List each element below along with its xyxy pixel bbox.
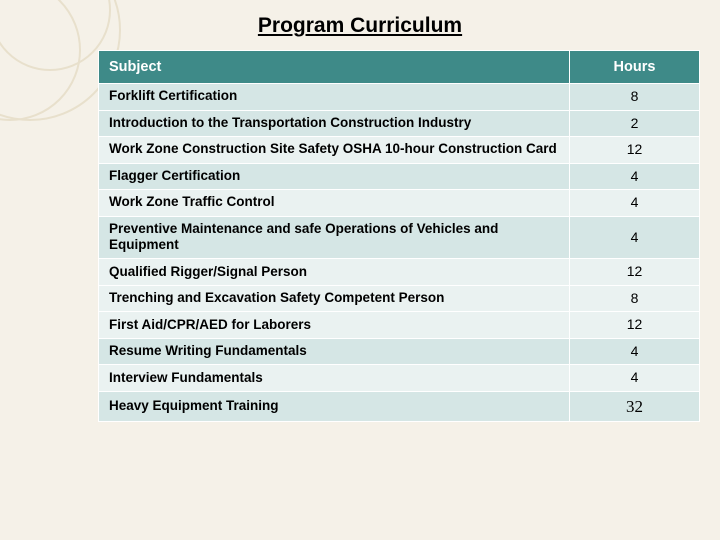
subject-cell: Flagger Certification — [99, 163, 570, 190]
table-header-row: Subject Hours — [99, 51, 700, 84]
subject-cell: Qualified Rigger/Signal Person — [99, 259, 570, 286]
table-row: Heavy Equipment Training32 — [99, 391, 700, 421]
table-row: Interview Fundamentals4 — [99, 365, 700, 392]
table-row: Resume Writing Fundamentals4 — [99, 338, 700, 365]
table-row: Flagger Certification4 — [99, 163, 700, 190]
hours-cell: 8 — [570, 285, 700, 312]
header-subject: Subject — [99, 51, 570, 84]
table-row: Work Zone Construction Site Safety OSHA … — [99, 137, 700, 164]
table-row: Introduction to the Transportation Const… — [99, 110, 700, 137]
hours-cell: 4 — [570, 338, 700, 365]
subject-cell: Trenching and Excavation Safety Competen… — [99, 285, 570, 312]
hours-cell: 4 — [570, 163, 700, 190]
hours-cell: 12 — [570, 259, 700, 286]
hours-cell: 4 — [570, 190, 700, 217]
table-row: Trenching and Excavation Safety Competen… — [99, 285, 700, 312]
subject-cell: Work Zone Construction Site Safety OSHA … — [99, 137, 570, 164]
hours-cell: 8 — [570, 84, 700, 111]
hours-cell: 32 — [570, 391, 700, 421]
table-row: Work Zone Traffic Control4 — [99, 190, 700, 217]
subject-cell: Heavy Equipment Training — [99, 391, 570, 421]
subject-cell: Forklift Certification — [99, 84, 570, 111]
subject-cell: Resume Writing Fundamentals — [99, 338, 570, 365]
page-title: Program Curriculum — [0, 0, 720, 50]
table-row: Preventive Maintenance and safe Operatio… — [99, 216, 700, 259]
table-row: First Aid/CPR/AED for Laborers12 — [99, 312, 700, 339]
table-row: Forklift Certification8 — [99, 84, 700, 111]
hours-cell: 4 — [570, 216, 700, 259]
hours-cell: 2 — [570, 110, 700, 137]
table-row: Qualified Rigger/Signal Person12 — [99, 259, 700, 286]
hours-cell: 4 — [570, 365, 700, 392]
subject-cell: Introduction to the Transportation Const… — [99, 110, 570, 137]
subject-cell: Interview Fundamentals — [99, 365, 570, 392]
header-hours: Hours — [570, 51, 700, 84]
subject-cell: Preventive Maintenance and safe Operatio… — [99, 216, 570, 259]
hours-cell: 12 — [570, 312, 700, 339]
subject-cell: Work Zone Traffic Control — [99, 190, 570, 217]
hours-cell: 12 — [570, 137, 700, 164]
curriculum-table: Subject Hours Forklift Certification8Int… — [98, 50, 700, 422]
subject-cell: First Aid/CPR/AED for Laborers — [99, 312, 570, 339]
